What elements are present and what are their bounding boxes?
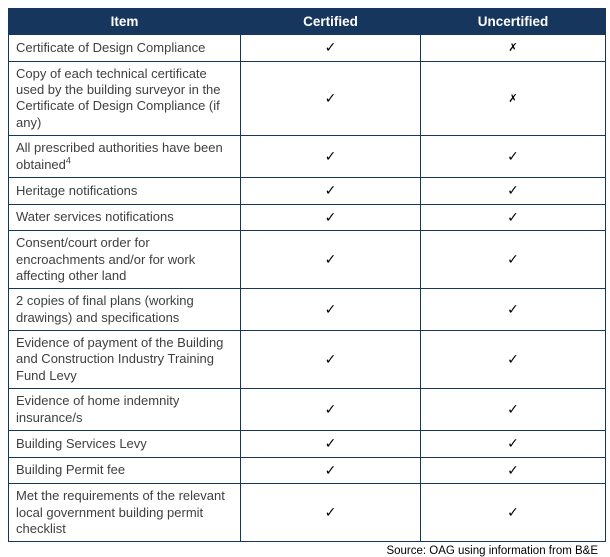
check-icon: ✓ <box>324 39 337 55</box>
check-icon: ✓ <box>324 250 337 267</box>
check-icon: ✓ <box>324 400 337 417</box>
uncertified-cell: ✓ <box>420 456 606 485</box>
column-header-uncertified: Uncertified <box>420 8 606 35</box>
uncertified-cell: ✗ <box>420 34 606 62</box>
certification-requirements-table: Item Certified Uncertified Certificate o… <box>8 8 606 543</box>
item-cell: Water services notifications <box>8 203 241 232</box>
certified-cell: ✓ <box>240 456 421 485</box>
table-row: 2 copies of final plans (working drawing… <box>8 288 606 331</box>
item-cell: 2 copies of final plans (working drawing… <box>8 288 241 331</box>
check-icon: ✓ <box>324 461 337 478</box>
certified-cell: ✓ <box>240 176 421 205</box>
table-row: Water services notifications ✓ ✓ <box>8 203 606 232</box>
check-icon: ✓ <box>324 350 337 367</box>
item-cell: Consent/court order for encroachments an… <box>8 230 241 290</box>
item-cell: Building Services Levy <box>8 429 241 458</box>
item-cell: Heritage notifications <box>8 176 241 205</box>
uncertified-cell: ✓ <box>420 135 606 178</box>
item-cell: Certificate of Design Compliance <box>8 34 241 62</box>
table-row: Copy of each technical certificate used … <box>8 60 606 137</box>
uncertified-cell: ✓ <box>420 176 606 205</box>
check-icon: ✓ <box>507 300 519 317</box>
uncertified-cell: ✓ <box>420 329 606 390</box>
check-icon: ✓ <box>324 147 337 164</box>
certified-cell: ✓ <box>240 388 421 431</box>
table-row: Evidence of home indemnity insurance/s ✓ ✓ <box>8 388 606 431</box>
item-cell: Evidence of home indemnity insurance/s <box>8 388 241 431</box>
check-icon: ✓ <box>507 503 519 520</box>
check-icon: ✓ <box>507 208 519 225</box>
item-cell: Evidence of payment of the Building and … <box>8 329 241 390</box>
certified-cell: ✓ <box>240 34 421 62</box>
check-icon: ✓ <box>507 434 519 451</box>
table-row: Evidence of payment of the Building and … <box>8 329 606 390</box>
check-icon: ✓ <box>324 300 337 317</box>
check-icon: ✓ <box>324 503 337 520</box>
table-row: Building Permit fee ✓ ✓ <box>8 456 606 485</box>
certified-cell: ✓ <box>240 203 421 232</box>
check-icon: ✓ <box>507 461 519 478</box>
uncertified-cell: ✓ <box>420 288 606 331</box>
uncertified-cell: ✓ <box>420 483 606 543</box>
certified-cell: ✓ <box>240 60 421 137</box>
uncertified-cell: ✓ <box>420 388 606 431</box>
table-row: Met the requirements of the relevant loc… <box>8 483 606 543</box>
cross-icon: ✗ <box>508 92 518 105</box>
check-icon: ✓ <box>507 350 519 367</box>
check-icon: ✓ <box>324 434 337 451</box>
table-header-row: Item Certified Uncertified <box>8 8 606 35</box>
item-cell: Building Permit fee <box>8 456 241 485</box>
uncertified-cell: ✗ <box>420 60 606 137</box>
table-body: Certificate of Design Compliance ✓ ✗ Copy o… <box>8 34 606 543</box>
check-icon: ✓ <box>507 181 519 198</box>
item-cell: All prescribed authorities have been obt… <box>8 135 241 178</box>
source-note: Source: OAG using information from B&E <box>386 545 598 557</box>
certified-cell: ✓ <box>240 135 421 178</box>
certified-cell: ✓ <box>240 288 421 331</box>
check-icon: ✓ <box>507 147 519 164</box>
table-row: Consent/court order for encroachments an… <box>8 230 606 290</box>
table-row: Building Services Levy ✓ ✓ <box>8 429 606 458</box>
check-icon: ✓ <box>507 400 519 417</box>
check-icon: ✓ <box>507 250 519 267</box>
certified-cell: ✓ <box>240 483 421 543</box>
table-row: Certificate of Design Compliance ✓ ✗ <box>8 34 606 62</box>
certified-cell: ✓ <box>240 329 421 390</box>
certified-cell: ✓ <box>240 429 421 458</box>
check-icon: ✓ <box>324 208 337 225</box>
table-row: All prescribed authorities have been obt… <box>8 135 606 178</box>
uncertified-cell: ✓ <box>420 230 606 290</box>
uncertified-cell: ✓ <box>420 203 606 232</box>
certified-cell: ✓ <box>240 230 421 290</box>
check-icon: ✓ <box>324 181 337 198</box>
column-header-item: Item <box>8 8 241 35</box>
item-cell: Met the requirements of the relevant loc… <box>8 483 241 543</box>
item-cell: Copy of each technical certificate used … <box>8 60 241 137</box>
footnote-marker: 4 <box>65 155 71 166</box>
check-icon: ✓ <box>324 89 337 106</box>
uncertified-cell: ✓ <box>420 429 606 458</box>
table-row: Heritage notifications ✓ ✓ <box>8 176 606 205</box>
column-header-certified: Certified <box>240 8 421 35</box>
cross-icon: ✗ <box>508 42 518 55</box>
